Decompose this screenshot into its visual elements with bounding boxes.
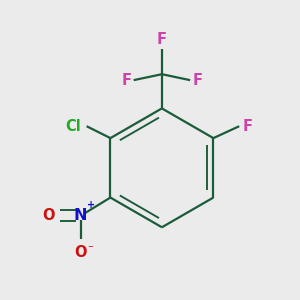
Text: Cl: Cl — [65, 119, 81, 134]
Text: +: + — [87, 200, 95, 210]
Text: F: F — [121, 73, 131, 88]
Text: F: F — [193, 73, 202, 88]
Text: O: O — [74, 245, 87, 260]
Text: F: F — [157, 32, 167, 47]
Text: O: O — [42, 208, 55, 223]
Text: N: N — [74, 208, 87, 223]
Text: ⁻: ⁻ — [87, 244, 93, 254]
Text: F: F — [243, 119, 253, 134]
